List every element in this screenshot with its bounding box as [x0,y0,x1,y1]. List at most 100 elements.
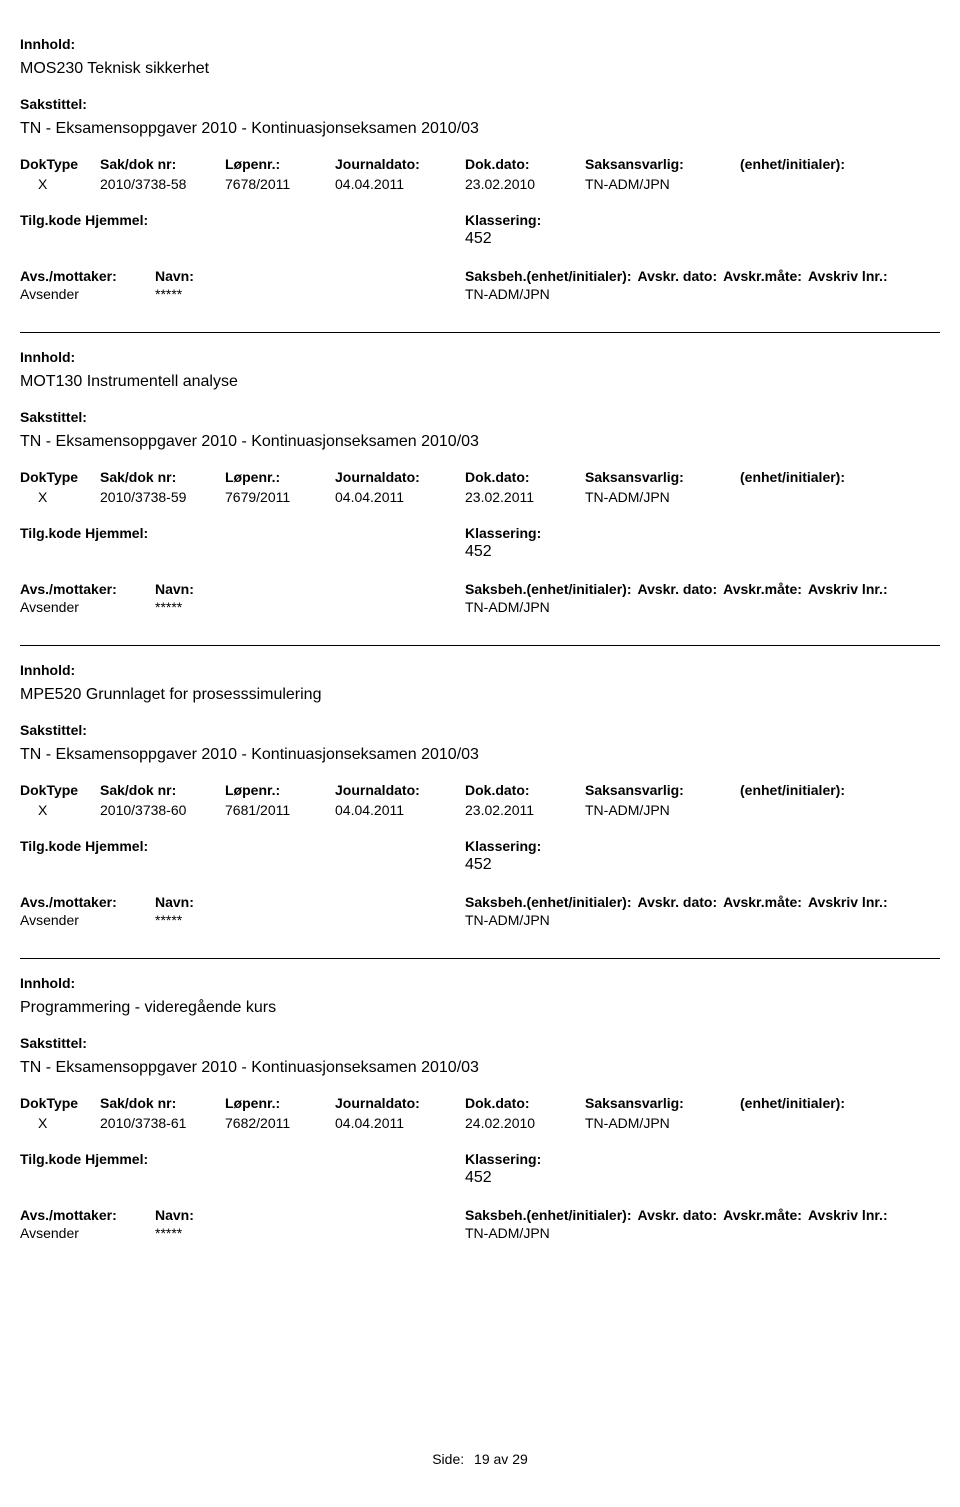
avskrivlnr-label: Avskriv lnr.: [808,1207,888,1223]
tilg-row: Tilg.kode Hjemmel: Klassering: 452 [20,1151,940,1187]
avs-header-row: Avs./mottaker: Navn: Saksbeh.(enhet/init… [20,268,940,284]
sakdoknr-header: Sak/dok nr: [100,469,225,485]
dokdato-header: Dok.dato: [465,1095,585,1111]
avskrdato-label: Avskr. dato: [637,894,717,910]
avs-value-row: Avsender ***** TN-ADM/JPN [20,286,940,302]
tilg-row: Tilg.kode Hjemmel: Klassering: 452 [20,838,940,874]
innhold-label: Innhold: [20,349,940,365]
avskrivlnr-label: Avskriv lnr.: [808,581,888,597]
doktype-header: DokType [20,1095,100,1111]
page-number: 19 [474,1451,490,1467]
avskrdato-label: Avskr. dato: [637,581,717,597]
innhold-label: Innhold: [20,975,940,991]
values-row: X 2010/3738-58 7678/2011 04.04.2011 23.0… [20,176,940,192]
saksansvarlig-header: Saksansvarlig: [585,1095,740,1111]
dokdato-value: 24.02.2010 [465,1115,585,1131]
klassering-label: Klassering: [465,212,541,228]
avs-header-row: Avs./mottaker: Navn: Saksbeh.(enhet/init… [20,581,940,597]
avsmottaker-label: Avs./mottaker: [20,894,155,910]
dokdato-value: 23.02.2011 [465,489,585,505]
tilgkode-hjemmel: Tilg.kode Hjemmel: [20,838,465,874]
dokdato-header: Dok.dato: [465,782,585,798]
sakdoknr-header: Sak/dok nr: [100,156,225,172]
doktype-header: DokType [20,469,100,485]
avsender-stars: ***** [155,599,465,615]
saksansvarlig-value: TN-ADM/JPN [585,802,740,818]
avskrmate-label: Avskr.måte: [723,894,802,910]
saksansvarlig-value: TN-ADM/JPN [585,176,740,192]
saksbeh-value: TN-ADM/JPN [465,286,550,302]
dokdato-header: Dok.dato: [465,156,585,172]
lopenr-header: Løpenr.: [225,782,335,798]
journaldato-header: Journaldato: [335,156,465,172]
avsender-label: Avsender [20,599,155,615]
av-label: av [494,1451,509,1467]
innhold-text: MOT130 Instrumentell analyse [20,373,940,391]
avsmottaker-label: Avs./mottaker: [20,1207,155,1223]
sakstittel-text: TN - Eksamensoppgaver 2010 - Kontinuasjo… [20,746,940,764]
side-label: Side: [432,1451,464,1467]
navn-label: Navn: [155,581,465,597]
sakstittel-label: Sakstittel: [20,96,940,112]
sakstittel-text: TN - Eksamensoppgaver 2010 - Kontinuasjo… [20,120,940,138]
klassering-value: 452 [465,230,541,248]
sakdoknr-value: 2010/3738-58 [100,176,225,192]
navn-label: Navn: [155,894,465,910]
dokdato-header: Dok.dato: [465,469,585,485]
klassering-value: 452 [465,856,541,874]
saksansvarlig-value: TN-ADM/JPN [585,1115,740,1131]
avskrivlnr-label: Avskriv lnr.: [808,268,888,284]
avsmottaker-label: Avs./mottaker: [20,268,155,284]
avsender-stars: ***** [155,912,465,928]
journaldato-value: 04.04.2011 [335,1115,465,1131]
saksbeh-label: Saksbeh.(enhet/initialer): [465,894,631,910]
klassering-value: 452 [465,1169,541,1187]
klassering-col: Klassering: 452 [465,838,541,874]
dokdato-value: 23.02.2010 [465,176,585,192]
doktype-header: DokType [20,782,100,798]
klassering-label: Klassering: [465,1151,541,1167]
saksbeh-label: Saksbeh.(enhet/initialer): [465,581,631,597]
avsmottaker-label: Avs./mottaker: [20,581,155,597]
values-row: X 2010/3738-59 7679/2011 04.04.2011 23.0… [20,489,940,505]
klassering-label: Klassering: [465,525,541,541]
sakstittel-label: Sakstittel: [20,409,940,425]
enhet-header: (enhet/initialer): [740,156,920,172]
avskrmate-label: Avskr.måte: [723,268,802,284]
tilg-row: Tilg.kode Hjemmel: Klassering: 452 [20,525,940,561]
innhold-text: MOS230 Teknisk sikkerhet [20,60,940,78]
avsender-stars: ***** [155,286,465,302]
innhold-text: Programmering - videregående kurs [20,999,940,1017]
saksbeh-label: Saksbeh.(enhet/initialer): [465,1207,631,1223]
doktype-header: DokType [20,156,100,172]
enhet-header: (enhet/initialer): [740,782,920,798]
saksbeh-label: Saksbeh.(enhet/initialer): [465,268,631,284]
innhold-text: MPE520 Grunnlaget for prosesssimulering [20,686,940,704]
sakdoknr-header: Sak/dok nr: [100,782,225,798]
lopenr-header: Løpenr.: [225,469,335,485]
avskrdato-label: Avskr. dato: [637,268,717,284]
avs-value-row: Avsender ***** TN-ADM/JPN [20,1225,940,1241]
klassering-value: 452 [465,543,541,561]
page-footer: Side: 19 av 29 [20,1451,940,1467]
avskrdato-label: Avskr. dato: [637,1207,717,1223]
saksbeh-value: TN-ADM/JPN [465,599,550,615]
record: Innhold: MOT130 Instrumentell analyse Sa… [20,349,940,646]
sakdoknr-value: 2010/3738-59 [100,489,225,505]
saksansvarlig-value: TN-ADM/JPN [585,489,740,505]
saksbeh-value: TN-ADM/JPN [465,912,550,928]
sakstittel-text: TN - Eksamensoppgaver 2010 - Kontinuasjo… [20,1059,940,1077]
enhet-header: (enhet/initialer): [740,1095,920,1111]
journaldato-header: Journaldato: [335,469,465,485]
headers-row: DokType Sak/dok nr: Løpenr.: Journaldato… [20,782,940,798]
lopenr-value: 7678/2011 [225,176,335,192]
klassering-col: Klassering: 452 [465,212,541,248]
lopenr-value: 7679/2011 [225,489,335,505]
tilgkode-hjemmel: Tilg.kode Hjemmel: [20,525,465,561]
avs-value-row: Avsender ***** TN-ADM/JPN [20,912,940,928]
avsender-label: Avsender [20,912,155,928]
saksbeh-value: TN-ADM/JPN [465,1225,550,1241]
record: Innhold: Programmering - videregående ku… [20,975,940,1271]
avsender-label: Avsender [20,286,155,302]
sakdoknr-header: Sak/dok nr: [100,1095,225,1111]
